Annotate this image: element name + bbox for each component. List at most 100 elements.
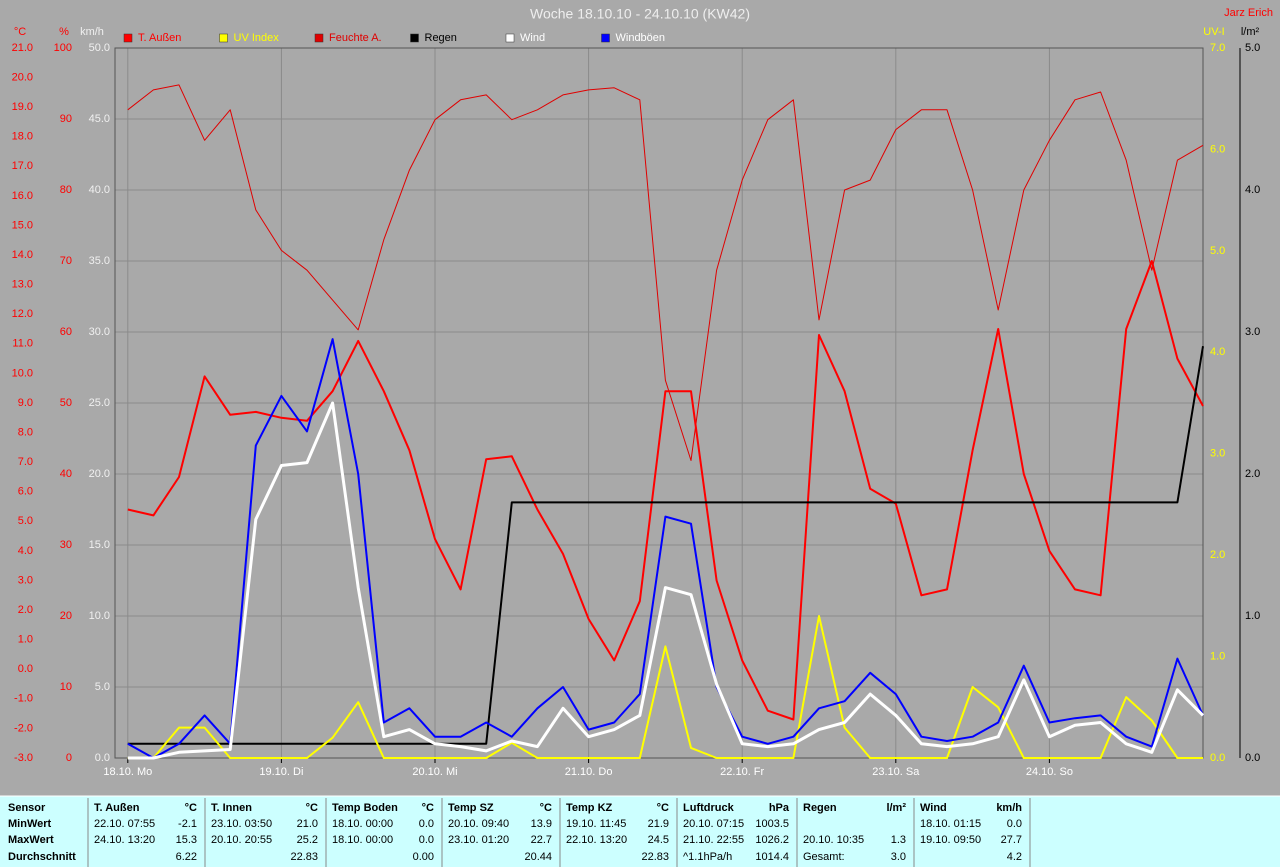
column-unit: hPa xyxy=(769,802,790,814)
cell-time: 18.10. 01:15 xyxy=(920,818,981,830)
column-name: Regen xyxy=(803,802,837,814)
cell-value: 22.7 xyxy=(531,834,552,846)
plot-frame xyxy=(114,47,1204,759)
y-tick-label: 5.0 xyxy=(95,681,110,693)
y-tick-label: -2.0 xyxy=(14,722,33,734)
cell-time: 20.10. 07:15 xyxy=(683,818,744,830)
y-tick-label: 4.0 xyxy=(1210,346,1225,358)
y-tick-label: 20.0 xyxy=(12,71,33,83)
legend-label: T. Außen xyxy=(138,32,181,44)
cell-value: 3.0 xyxy=(891,851,906,863)
cell-value: 4.2 xyxy=(1007,851,1022,863)
y-tick-label: 8.0 xyxy=(18,426,33,438)
y-tick-label: 10.0 xyxy=(12,367,33,379)
cell-value: 1003.5 xyxy=(755,818,789,830)
y-tick-label: 10.0 xyxy=(89,610,110,622)
axis-unit: l/m² xyxy=(1241,26,1260,38)
y-tick-label: 0 xyxy=(66,752,72,764)
cell-value: -2.1 xyxy=(178,818,197,830)
cell-value: 1026.2 xyxy=(755,834,789,846)
cell-time: 22.10. 13:20 xyxy=(566,834,627,846)
axis-unit: UV-I xyxy=(1203,26,1224,38)
column-unit: °C xyxy=(306,802,318,814)
legend-label: Windböen xyxy=(616,32,666,44)
chart-background xyxy=(0,0,1280,796)
x-tick-label: 20.10. Mi xyxy=(412,766,457,778)
y-tick-label: 7.0 xyxy=(1210,42,1225,54)
column-unit: l/m² xyxy=(886,802,906,814)
legend-swatch xyxy=(123,33,133,43)
y-tick-label: 3.0 xyxy=(1210,448,1225,460)
cell-value: 13.9 xyxy=(531,818,552,830)
cell-value: 1014.4 xyxy=(755,851,789,863)
cell-time: 23.10. 03:50 xyxy=(211,818,272,830)
y-tick-label: 80 xyxy=(60,184,72,196)
series-line xyxy=(127,401,1205,760)
y-tick-label: -3.0 xyxy=(14,752,33,764)
table-background xyxy=(0,796,1280,867)
y-tick-label: 100 xyxy=(54,42,72,54)
y-tick-label: 5.0 xyxy=(1210,245,1225,257)
axis-unit: % xyxy=(59,26,69,38)
x-tick-label: 19.10. Di xyxy=(259,766,303,778)
x-tick-label: 22.10. Fr xyxy=(720,766,764,778)
y-tick-label: 2.0 xyxy=(18,604,33,616)
cell-value: 0.00 xyxy=(413,851,434,863)
y-tick-label: 50 xyxy=(60,397,72,409)
series-line xyxy=(127,615,1203,759)
legend-label: Feuchte A. xyxy=(329,32,382,44)
cell-value: 0.0 xyxy=(419,834,434,846)
y-tick-label: 0.0 xyxy=(18,663,33,675)
cell-time: 18.10. 00:00 xyxy=(332,818,393,830)
y-tick-label: 11.0 xyxy=(12,338,33,350)
cell-time: 20.10. 20:55 xyxy=(211,834,272,846)
y-tick-label: 18.0 xyxy=(12,131,33,143)
cell-time: 19.10. 11:45 xyxy=(566,818,626,830)
column-name: Wind xyxy=(920,802,947,814)
y-tick-label: 50.0 xyxy=(89,42,110,54)
y-tick-label: 10 xyxy=(60,681,72,693)
y-tick-label: 40.0 xyxy=(89,184,110,196)
cell-time: ^1.1hPa/h xyxy=(683,851,732,863)
legend-label: Regen xyxy=(425,32,457,44)
author: Jarz Erich xyxy=(1224,7,1273,19)
series-line xyxy=(127,346,1204,745)
x-tick-label: 21.10. Do xyxy=(565,766,613,778)
cell-value: 22.83 xyxy=(290,851,318,863)
y-tick-label: 45.0 xyxy=(89,113,110,125)
cell-time: 22.10. 07:55 xyxy=(94,818,155,830)
cell-value: 20.44 xyxy=(524,851,552,863)
column-unit: °C xyxy=(540,802,552,814)
column-name: Luftdruck xyxy=(683,802,735,814)
y-tick-label: 20 xyxy=(60,610,72,622)
cell-value: 15.3 xyxy=(176,834,197,846)
column-unit: km/h xyxy=(996,802,1022,814)
column-unit: °C xyxy=(185,802,197,814)
cell-time: 24.10. 13:20 xyxy=(94,834,155,846)
cell-value: 0.0 xyxy=(1007,818,1022,830)
legend-swatch xyxy=(505,33,515,43)
cell-value: 0.0 xyxy=(419,818,434,830)
y-tick-label: 6.0 xyxy=(1210,143,1225,155)
y-tick-label: 0.0 xyxy=(95,752,110,764)
cell-value: 6.22 xyxy=(176,851,197,863)
column-unit: °C xyxy=(657,802,669,814)
cell-value: 21.0 xyxy=(297,818,318,830)
y-tick-label: 70 xyxy=(60,255,72,267)
y-tick-label: 2.0 xyxy=(1210,549,1225,561)
y-tick-label: 6.0 xyxy=(18,486,33,498)
cell-value: 27.7 xyxy=(1001,834,1022,846)
y-tick-label: 5.0 xyxy=(1245,42,1260,54)
legend-label: Wind xyxy=(520,32,545,44)
axis-unit: °C xyxy=(14,26,26,38)
chart-title: Woche 18.10.10 - 24.10.10 (KW42) xyxy=(530,6,750,22)
cell-value: 25.2 xyxy=(297,834,318,846)
y-tick-label: 1.0 xyxy=(1245,610,1260,622)
y-tick-label: 30.0 xyxy=(89,326,110,338)
y-tick-label: 16.0 xyxy=(12,190,33,202)
y-tick-label: 4.0 xyxy=(1245,184,1260,196)
column-name: T. Innen xyxy=(211,802,252,814)
y-tick-label: 30 xyxy=(60,539,72,551)
y-tick-label: 19.0 xyxy=(12,101,33,113)
